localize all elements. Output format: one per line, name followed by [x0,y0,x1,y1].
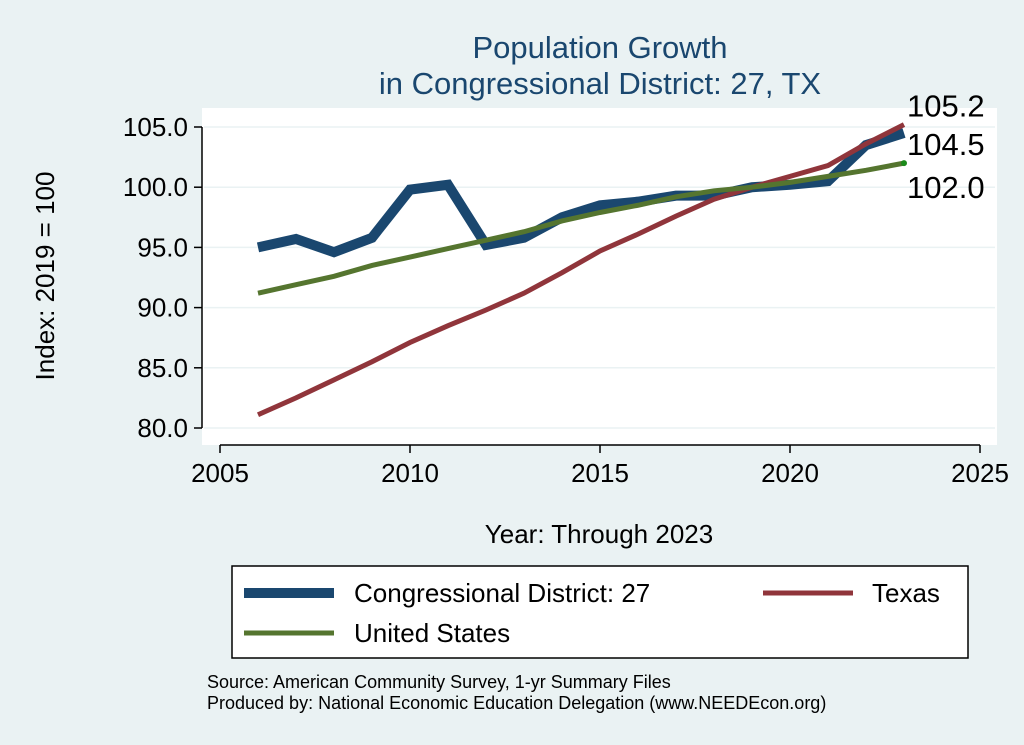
chart-title-line-1: Population Growth [472,30,727,65]
series-endpoint-us [901,160,907,167]
legend: Congressional District: 27 Texas United … [231,565,969,659]
x-tick-label: 2010 [381,458,439,488]
legend-box [231,565,969,659]
series-line-us [257,160,905,296]
y-tick-label: 90.0 [137,293,188,323]
series-lines [256,122,907,418]
y-tick-label: 105.0 [123,112,188,142]
end-label-us: 102.0 [907,170,985,205]
series-line-texas [256,122,906,418]
y-axis-label: Index: 2019 = 100 [30,172,60,381]
axes: 80.0 85.0 90.0 95.0 100.0 105.0 2005 2010 2015 20… [123,112,1009,488]
chart-title-line-2: in Congressional District: 27, TX [379,66,822,101]
x-tick-label: 2020 [761,458,819,488]
source-note: Source: American Community Survey, 1-yr … [207,672,671,692]
y-tick-label: 80.0 [137,413,188,443]
y-tick-label: 85.0 [137,353,188,383]
legend-label-texas: Texas [872,578,940,608]
x-tick-label: 2005 [191,458,249,488]
legend-label-district: Congressional District: 27 [354,578,650,608]
plot-area [202,108,997,445]
y-tick-label: 100.0 [123,172,188,202]
x-axis-label: Year: Through 2023 [485,519,713,549]
end-label-texas: 105.2 [907,89,985,124]
legend-label-us: United States [354,618,510,648]
end-label-district: 104.5 [907,127,985,162]
x-tick-label: 2015 [571,458,629,488]
producer-note: Produced by: National Economic Education… [207,693,826,713]
x-tick-label: 2025 [951,458,1009,488]
y-tick-label: 95.0 [137,232,188,262]
series-line-district [256,128,906,258]
